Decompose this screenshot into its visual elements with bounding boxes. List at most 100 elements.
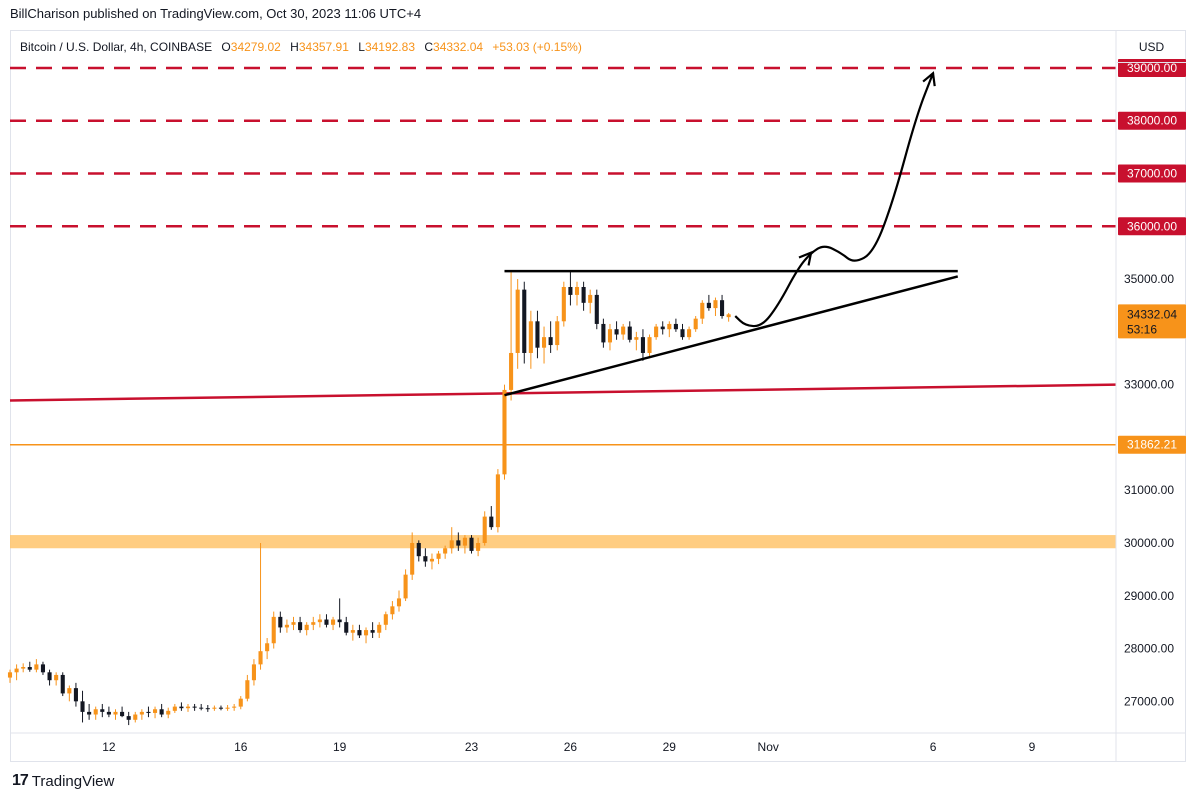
- price-axis[interactable]: 27000.00 28000.00 29000.00 30000.00 31000.00…: [1115, 31, 1186, 762]
- candle-body: [581, 286, 586, 303]
- candle-body: [627, 326, 632, 340]
- candle-body: [87, 711, 92, 715]
- candle-body: [588, 294, 593, 303]
- candle-body: [337, 619, 342, 623]
- candle-body: [73, 688, 78, 702]
- candle-body: [528, 321, 533, 353]
- symbol-name[interactable]: Bitcoin / U.S. Dollar, 4h, COINBASE: [20, 40, 213, 54]
- open-label: O: [221, 40, 231, 54]
- candle-body: [218, 707, 224, 709]
- candle-body: [258, 651, 263, 665]
- candle-body: [232, 706, 237, 708]
- candle-body: [482, 516, 487, 543]
- candle-body: [40, 664, 46, 673]
- candle-body: [54, 674, 59, 681]
- candle-body: [429, 558, 435, 562]
- price-label-text: 38000.00: [1127, 114, 1177, 128]
- candle-body: [324, 619, 329, 625]
- candle-body: [700, 302, 705, 319]
- candle-body: [126, 716, 131, 720]
- candle-body: [667, 323, 672, 330]
- candle-body: [647, 337, 652, 353]
- projection-path: [734, 72, 935, 328]
- candle-body: [146, 711, 151, 713]
- candle-body: [291, 622, 296, 625]
- candle-body: [185, 706, 191, 709]
- candle-body: [159, 709, 164, 715]
- candle-body: [568, 286, 573, 295]
- candle-body: [614, 329, 619, 335]
- support-zone-layer: [10, 535, 1116, 549]
- brand-name: TradingView: [31, 772, 115, 790]
- candle-body: [166, 710, 171, 715]
- candle-body: [416, 542, 421, 557]
- candle-body: [574, 286, 580, 295]
- candle-body: [410, 542, 415, 575]
- publisher-line: BillCharison published on TradingView.co…: [10, 6, 422, 21]
- candle-body: [34, 664, 39, 670]
- price-label-text: 39000.00: [1127, 61, 1177, 75]
- candle-body: [462, 537, 467, 546]
- candle-body: [449, 540, 454, 549]
- candle-body: [225, 707, 230, 709]
- time-tick-label: 16: [234, 740, 248, 754]
- price-label-badge: [1118, 111, 1186, 130]
- time-tick-label: 12: [102, 740, 116, 754]
- candle-body: [80, 701, 85, 712]
- low-label: L: [358, 40, 365, 54]
- price-label-badge: [1118, 217, 1186, 236]
- candle-body: [60, 674, 65, 694]
- candle-body: [634, 337, 639, 340]
- time-tick-label: 19: [333, 740, 347, 754]
- tradingview-footer: 17 TradingView: [12, 772, 114, 790]
- price-label-badge: [1118, 58, 1186, 77]
- candles-layer: [7, 271, 731, 726]
- chart-frame: [10, 30, 1186, 762]
- candle-body: [238, 698, 243, 707]
- candle-body: [212, 707, 217, 709]
- candle-body: [153, 709, 158, 713]
- countdown-text: 53:16: [1127, 322, 1157, 336]
- candle-body: [726, 314, 731, 318]
- candle-body: [594, 294, 599, 324]
- support-zone: [10, 535, 1116, 549]
- drawings-layer: [504, 71, 959, 397]
- symbol-legend: Bitcoin / U.S. Dollar, 4h, COINBASE O342…: [20, 40, 582, 54]
- high-value: 34357.91: [298, 40, 349, 54]
- candle-body: [713, 300, 718, 309]
- price-tick-label: 35000.00: [1124, 272, 1174, 286]
- candle-body: [390, 606, 395, 615]
- candle-body: [363, 630, 369, 636]
- price-label-text: 36000.00: [1127, 219, 1177, 233]
- candle-body: [456, 540, 461, 546]
- candle-body: [693, 318, 698, 330]
- last-price-badge: [1118, 304, 1186, 339]
- price-label-text: 31862.21: [1127, 438, 1177, 452]
- candle-body: [403, 574, 408, 599]
- candle-body: [133, 714, 138, 720]
- candle-body: [113, 711, 118, 715]
- candle-body: [27, 667, 32, 670]
- time-axis[interactable]: 12 16 19 23 26 29 Nov 6 9: [10, 732, 1186, 754]
- candle-body: [621, 326, 626, 335]
- price-tick-label: 27000.00: [1124, 694, 1174, 708]
- candle-body: [106, 711, 111, 715]
- time-tick-label: 9: [1029, 740, 1036, 754]
- candle-body: [495, 474, 500, 528]
- price-label-badge: [1118, 435, 1186, 454]
- candle-body: [377, 624, 382, 633]
- candle-body: [383, 614, 388, 625]
- candle-body: [304, 624, 309, 631]
- time-tick-label: Nov: [758, 740, 779, 754]
- time-tick-label: 29: [663, 740, 677, 754]
- price-label-badge: [1118, 164, 1186, 183]
- candle-body: [601, 323, 606, 343]
- candle-body: [720, 300, 725, 317]
- candle-body: [265, 643, 270, 652]
- candle-body: [317, 619, 322, 623]
- currency-selector[interactable]: USD: [1117, 31, 1186, 63]
- candle-body: [245, 680, 250, 699]
- candle-body: [357, 630, 362, 636]
- tradingview-logo-icon: 17: [12, 772, 29, 789]
